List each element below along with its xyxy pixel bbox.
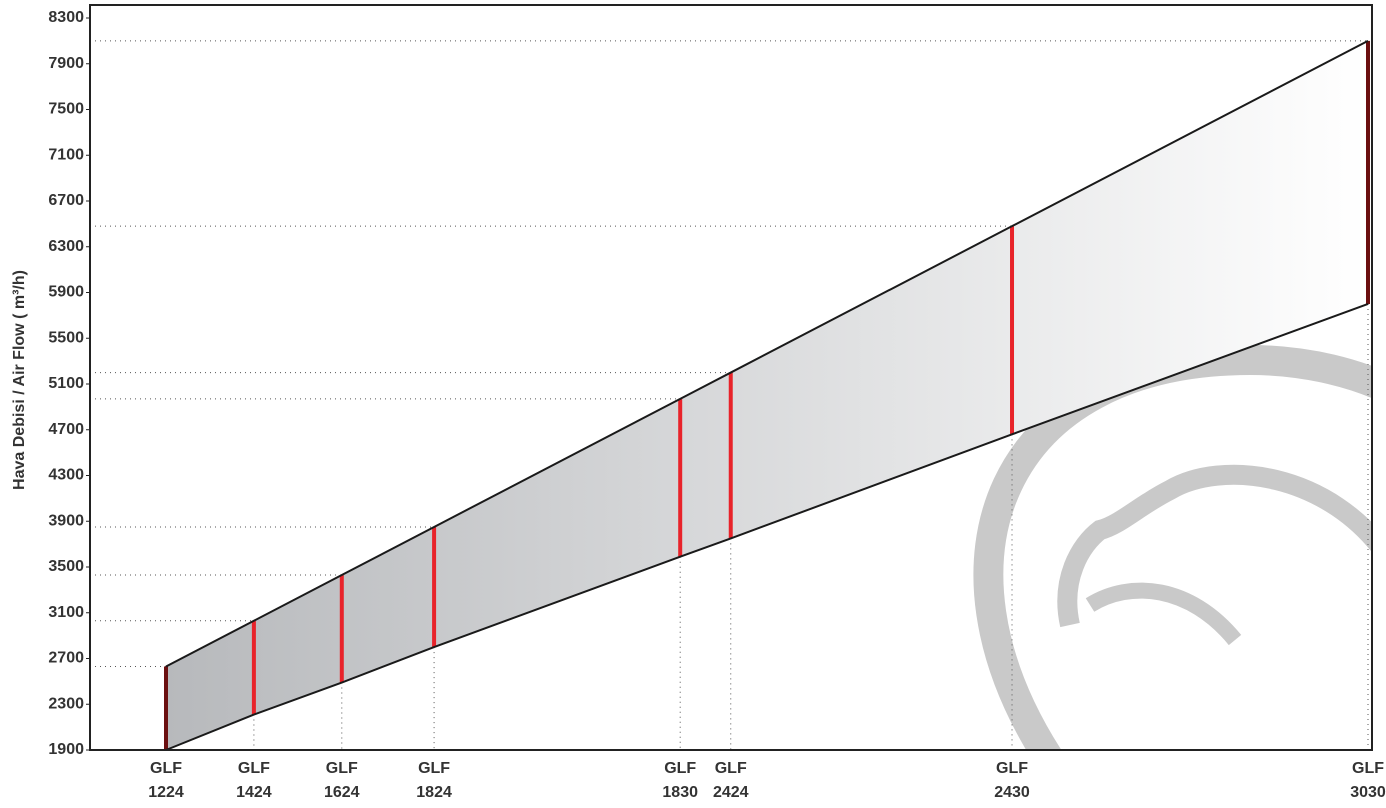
y-tick-label: 6700: [48, 192, 84, 209]
y-tick-label: 8300: [48, 9, 84, 26]
x-tick-label: GLF: [715, 760, 747, 777]
range-band: [166, 40, 1368, 750]
min-line: [165, 302, 1369, 751]
x-tick-label: 3030: [1350, 784, 1386, 801]
x-tick-label: 1224: [148, 784, 184, 801]
y-tick-label: 5500: [48, 329, 84, 346]
x-tick-label: GLF: [238, 760, 270, 777]
x-tick-label: 2424: [713, 784, 749, 801]
x-tick-label: 1824: [416, 784, 452, 801]
y-tick-label: 1900: [48, 741, 84, 758]
x-tick-label: 2430: [994, 784, 1030, 801]
y-tick-label: 3500: [48, 558, 84, 575]
x-tick-label: GLF: [150, 760, 182, 777]
x-tick-label: 1424: [236, 784, 272, 801]
plot-frame: [89, 4, 1373, 751]
y-tick-label: 3100: [48, 604, 84, 621]
y-tick-label: 7900: [48, 55, 84, 72]
y-tick-label: 4700: [48, 421, 84, 438]
y-tick-label: 7100: [48, 146, 84, 163]
x-tick-label: GLF: [418, 760, 450, 777]
y-tick-label: 5100: [48, 375, 84, 392]
x-tick-label: 1830: [662, 784, 698, 801]
x-tick-label: GLF: [664, 760, 696, 777]
y-tick-label: 5900: [48, 284, 84, 301]
y-tick-label: 2700: [48, 650, 84, 667]
x-tick-label: GLF: [996, 760, 1028, 777]
y-tick-label: 7500: [48, 101, 84, 118]
x-tick-label: GLF: [326, 760, 358, 777]
y-tick-label: 3900: [48, 512, 84, 529]
x-tick-label: GLF: [1352, 760, 1384, 777]
y-axis-title: Hava Debisi / Air Flow ( m³/h): [11, 270, 28, 490]
x-tick-label: 1624: [324, 784, 360, 801]
y-tick-label: 6300: [48, 238, 84, 255]
y-tick-label: 2300: [48, 695, 84, 712]
max-line: [165, 39, 1369, 668]
y-tick-label: 4300: [48, 467, 84, 484]
